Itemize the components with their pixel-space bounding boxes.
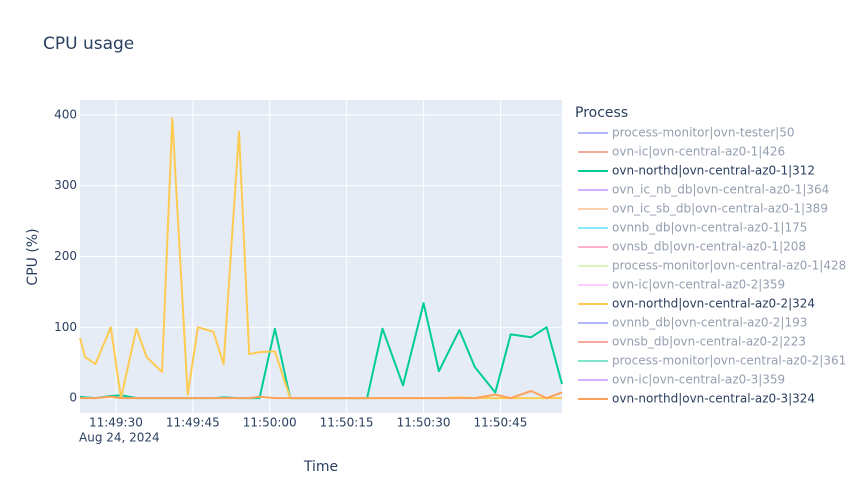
legend-item[interactable]: ovnnb_db|ovn-central-az0-2|193 <box>578 316 807 330</box>
legend-label: ovnnb_db|ovn-central-az0-2|193 <box>612 316 807 330</box>
x-date-label: Aug 24, 2024 <box>79 431 160 445</box>
legend-item[interactable]: ovn-ic|ovn-central-az0-2|359 <box>578 278 785 292</box>
legend-title: Process <box>575 105 628 121</box>
x-tick-label: 11:49:45 <box>166 416 220 430</box>
legend-label: ovn-ic|ovn-central-az0-2|359 <box>612 278 785 292</box>
x-tick-label: 11:50:00 <box>243 416 297 430</box>
y-tick-label: 200 <box>54 249 77 263</box>
legend-item[interactable]: process-monitor|ovn-tester|50 <box>578 126 795 140</box>
legend-label: ovnsb_db|ovn-central-az0-2|223 <box>612 335 806 349</box>
chart-title: CPU usage <box>43 34 134 54</box>
legend-label: ovnsb_db|ovn-central-az0-1|208 <box>612 240 806 254</box>
legend-item[interactable]: ovn-northd|ovn-central-az0-1|312 <box>578 164 815 178</box>
legend-item[interactable]: ovn_ic_nb_db|ovn-central-az0-1|364 <box>578 183 829 197</box>
legend-label: ovn-northd|ovn-central-az0-1|312 <box>612 164 815 178</box>
legend-item[interactable]: process-monitor|ovn-central-az0-1|428 <box>578 259 846 273</box>
legend-item[interactable]: ovnsb_db|ovn-central-az0-2|223 <box>578 335 806 349</box>
legend-label: ovnnb_db|ovn-central-az0-1|175 <box>612 221 807 235</box>
legend-label: process-monitor|ovn-central-az0-2|361 <box>612 354 846 368</box>
legend-item[interactable]: ovn-ic|ovn-central-az0-3|359 <box>578 373 785 387</box>
x-tick-label: 11:50:30 <box>397 416 451 430</box>
legend-label: ovn-northd|ovn-central-az0-3|324 <box>612 392 815 406</box>
x-tick-label: 11:50:45 <box>474 416 528 430</box>
legend-item[interactable]: ovnnb_db|ovn-central-az0-1|175 <box>578 221 807 235</box>
legend-item[interactable]: ovnsb_db|ovn-central-az0-1|208 <box>578 240 806 254</box>
y-axis-title: CPU (%) <box>25 228 41 285</box>
legend-item[interactable]: ovn-ic|ovn-central-az0-1|426 <box>578 145 785 159</box>
legend-label: ovn-ic|ovn-central-az0-1|426 <box>612 145 785 159</box>
x-axis-title: Time <box>303 459 338 475</box>
series-line <box>80 390 563 400</box>
legend-label: ovn_ic_sb_db|ovn-central-az0-1|389 <box>612 202 828 216</box>
legend-item[interactable]: ovn-northd|ovn-central-az0-2|324 <box>578 297 815 311</box>
y-tick-label: 300 <box>54 178 77 192</box>
y-tick-label: 0 <box>69 391 77 405</box>
y-tick-label: 100 <box>54 320 77 334</box>
legend-label: ovn-ic|ovn-central-az0-3|359 <box>612 373 785 387</box>
legend-item[interactable]: process-monitor|ovn-central-az0-2|361 <box>578 354 846 368</box>
y-tick-label: 400 <box>54 107 77 121</box>
legend-label: process-monitor|ovn-tester|50 <box>612 126 795 140</box>
legend-item[interactable]: ovn-northd|ovn-central-az0-3|324 <box>578 392 815 406</box>
x-tick-label: 11:50:15 <box>320 416 374 430</box>
x-tick-label: 11:49:30 <box>89 416 143 430</box>
legend-label: process-monitor|ovn-central-az0-1|428 <box>612 259 846 273</box>
legend-item[interactable]: ovn_ic_sb_db|ovn-central-az0-1|389 <box>578 202 828 216</box>
legend-label: ovn-northd|ovn-central-az0-2|324 <box>612 297 815 311</box>
legend-label: ovn_ic_nb_db|ovn-central-az0-1|364 <box>612 183 829 197</box>
